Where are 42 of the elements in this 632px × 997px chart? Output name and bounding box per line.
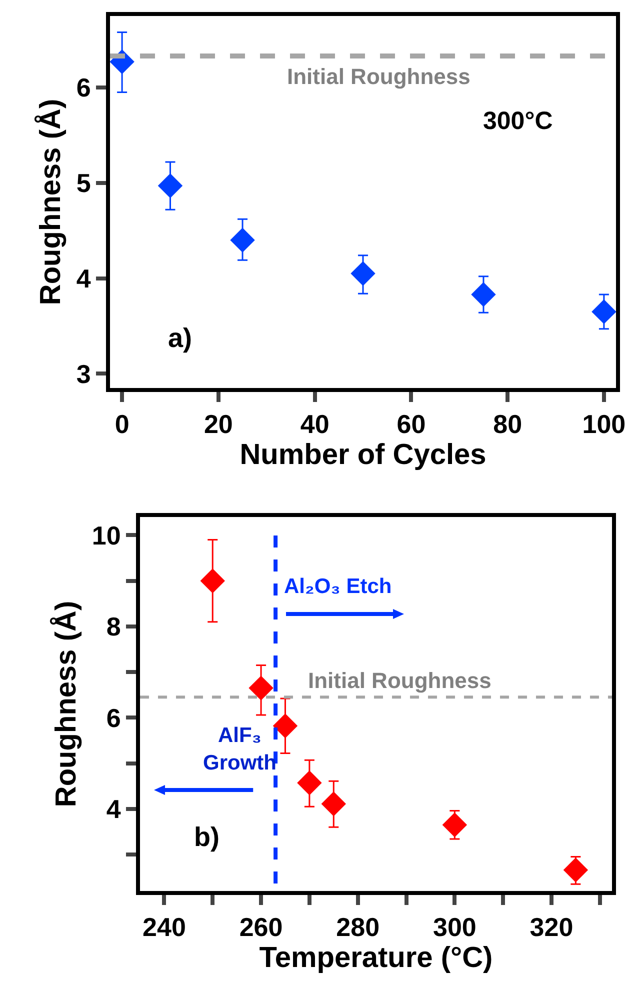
- annotation: b): [194, 822, 220, 852]
- ref-line-label: Initial Roughness: [308, 668, 492, 693]
- x-tick-label: 260: [239, 912, 283, 942]
- x-tick-label: 100: [582, 409, 626, 440]
- x-tick-label: 320: [530, 912, 574, 942]
- x-tick-label: 280: [336, 912, 380, 942]
- x-tick-label: 0: [114, 409, 130, 440]
- point: [158, 173, 183, 198]
- y-tick-label: 4: [76, 263, 92, 294]
- y-axis-title: Roughness (Å): [34, 98, 68, 306]
- x-tick-label: 60: [396, 409, 426, 440]
- y-tick-label: 8: [106, 612, 121, 642]
- y-tick-label: 4: [106, 794, 122, 824]
- y-tick-label: 3: [76, 358, 91, 389]
- point: [592, 299, 616, 324]
- y-tick-label: 6: [76, 72, 91, 103]
- point: [297, 770, 322, 796]
- y-tick-label: 5: [76, 168, 91, 198]
- x-tick-label: 40: [300, 409, 330, 440]
- x-axis-title: Number of Cycles: [240, 439, 486, 472]
- y-tick-label: 6: [106, 702, 121, 733]
- annotation: Al₂O₃ Etch: [284, 575, 392, 598]
- annotation: AlF₃ Growth: [203, 724, 276, 774]
- point: [248, 676, 274, 700]
- point: [442, 812, 468, 838]
- y-tick-label: 10: [92, 520, 121, 550]
- point: [272, 714, 298, 738]
- point: [563, 858, 588, 882]
- annotation: a): [168, 323, 192, 353]
- point: [200, 568, 225, 594]
- y-axis-title: Roughness (Å): [50, 600, 83, 808]
- x-axis-title: Temperature (°C): [259, 942, 493, 974]
- point: [230, 228, 255, 252]
- x-tick-label: 20: [204, 409, 233, 440]
- x-tick-label: 80: [493, 409, 522, 440]
- ref-line-label: Initial Roughness: [287, 64, 470, 89]
- annotation: 300°C: [483, 107, 553, 135]
- point: [471, 282, 496, 307]
- point: [350, 261, 376, 286]
- x-tick-label: 300: [432, 912, 476, 942]
- x-tick-label: 240: [142, 912, 186, 942]
- point: [321, 792, 346, 816]
